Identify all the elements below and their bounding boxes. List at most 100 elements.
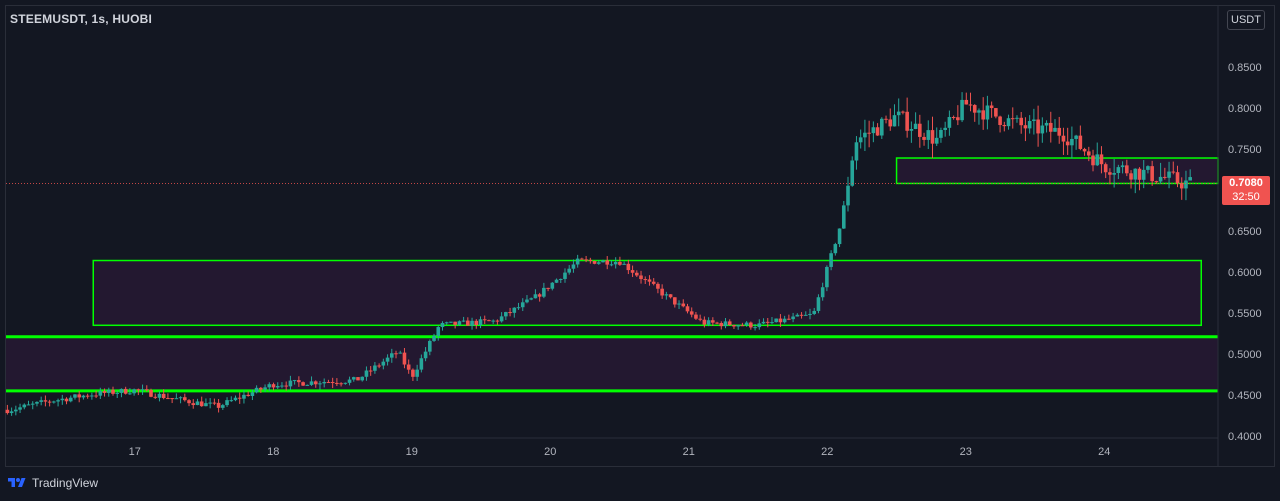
candle-body [563,272,567,279]
zone-box-3[interactable] [6,336,1218,391]
candle-body [478,319,483,326]
candle-body [140,389,145,391]
candle-body [1167,171,1171,178]
candle-body [749,322,753,328]
candle-body [474,320,479,326]
symbol-label[interactable]: STEEMUSDT, 1s, HUOBI [10,12,153,26]
candle-body [1032,119,1036,122]
candle-body [647,279,652,282]
candle-body [668,294,673,298]
candle-body [1154,181,1159,183]
candle-body [875,127,880,136]
candle-body [237,397,242,399]
candle-body [1184,180,1188,189]
y-tick-label: 0.8000 [1228,103,1262,115]
candle-body [326,382,331,384]
last-price-tag: 0.7080 32:50 [1222,176,1270,205]
candle-body [905,111,909,131]
candle-body [318,383,322,385]
candle-body [351,377,356,380]
candle-body [187,400,191,404]
candle-body [309,381,314,385]
candle-body [246,394,250,396]
candle-body [554,279,559,283]
zone-box-1[interactable] [895,157,1219,185]
candle-body [901,111,905,113]
candle-body [381,361,386,366]
candle-body [1163,176,1167,178]
candle-body [867,132,871,134]
candle-body [183,397,187,401]
candle-body [411,369,415,377]
candle-body [736,325,740,327]
candle-body [1082,148,1087,152]
candle-body [98,391,103,396]
candle-body [508,312,512,314]
candle-body [926,130,931,140]
zones-layer [6,157,1219,393]
candle-body [613,261,618,265]
candle-body [1002,125,1007,127]
candle-body [698,318,702,320]
candle-body [436,327,441,336]
currency-button[interactable]: USDT [1227,10,1265,30]
candle-body [111,389,115,394]
candle-body [1036,119,1040,134]
tradingview-attribution[interactable]: TradingView [6,472,98,494]
candle-body [322,382,327,384]
y-tick-label: 0.5000 [1228,349,1262,361]
x-tick-label: 20 [544,446,556,458]
candle-body [495,320,500,322]
candle-body [1010,118,1015,120]
candle-body [972,105,977,113]
candle-body [26,404,31,406]
candle-body [803,314,808,316]
candle-body [732,325,736,327]
candle-body [1120,165,1125,168]
candle-body [782,318,787,323]
candle-body [1044,122,1049,126]
candle-body [930,130,935,144]
candle-body [406,364,411,370]
candle-body [428,340,432,352]
candle-body [178,397,183,399]
candle-body [170,398,174,400]
candle-body [787,318,791,320]
tradingview-brand: TradingView [32,476,99,490]
candle-body [601,260,605,263]
last-price-value: 0.7080 [1229,177,1263,189]
candle-body [689,311,694,315]
candle-body [487,320,491,322]
candle-body [761,321,766,324]
x-tick-label: 19 [406,446,418,458]
candle-body [254,387,259,393]
candle-body [681,303,686,307]
y-tick-label: 0.6000 [1228,267,1262,279]
candle-body [618,261,622,265]
candle-body [1078,135,1083,149]
candle-body [1112,173,1116,175]
candle-body [461,320,466,322]
candle-body [934,137,939,144]
candle-body [715,322,719,324]
candle-body [440,322,445,328]
candle-body [1023,125,1028,129]
zone-box-2[interactable] [92,259,1203,327]
candle-body [330,382,335,384]
candle-body [711,320,715,323]
candle-body [951,117,956,119]
candle-body [313,381,318,385]
y-axis-ticks: 0.4000 0.4500 0.5000 0.5500 0.6000 0.6500 0.70… [1228,62,1262,443]
candle-body [960,99,964,121]
candle-body [740,325,745,327]
candle-body [149,390,153,397]
candle-body [1150,166,1154,182]
candle-body [47,401,52,403]
candle-body [694,314,698,319]
candle-body [626,263,631,271]
candle-body [892,115,897,127]
candle-body [833,244,838,254]
candle-body [491,320,495,322]
candle-body [727,321,732,326]
